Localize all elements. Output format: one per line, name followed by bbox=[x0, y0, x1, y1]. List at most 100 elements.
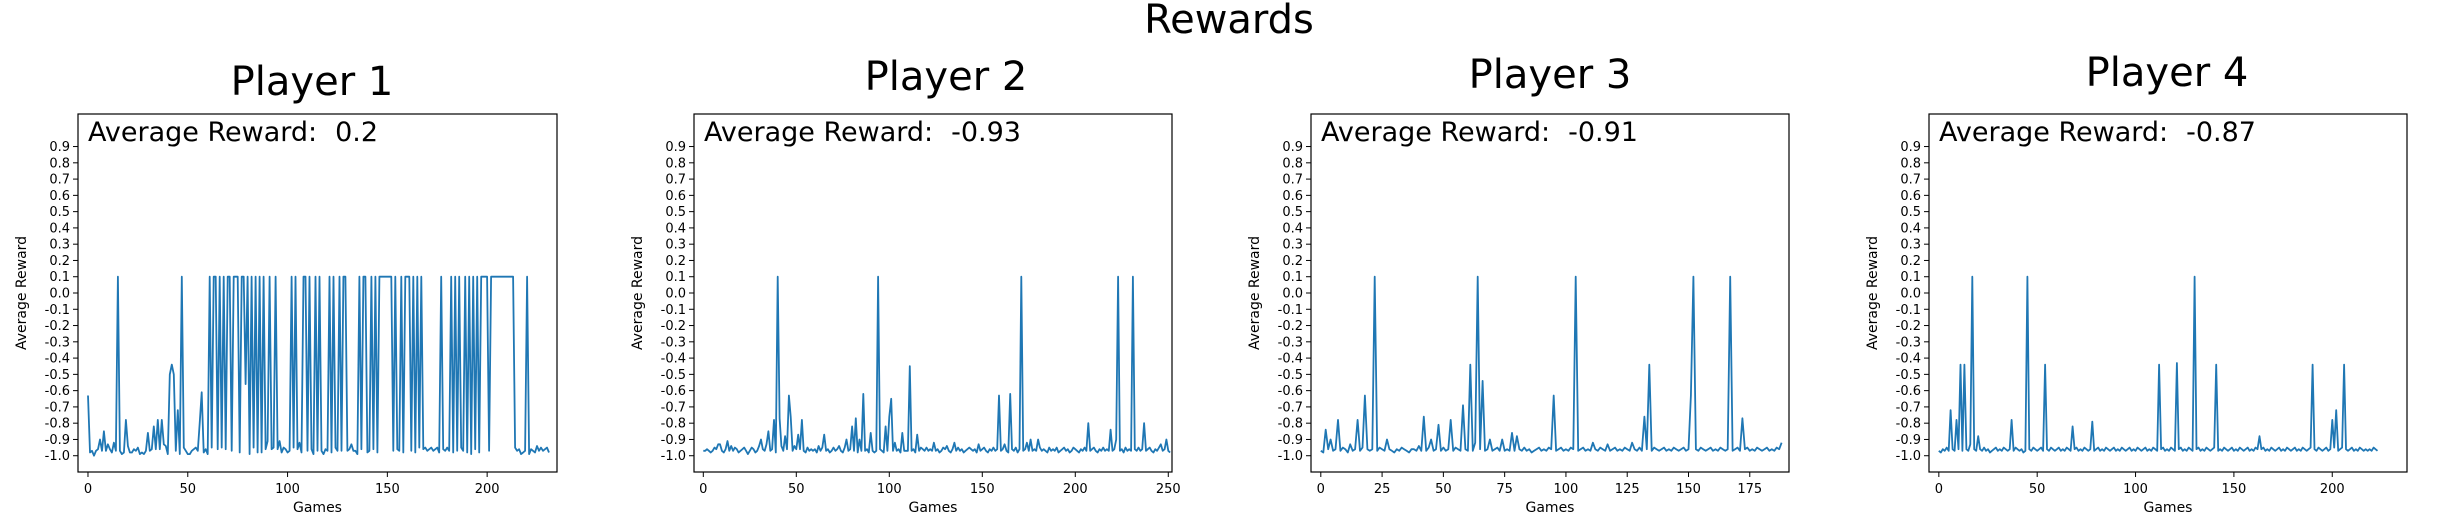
subplot-title: Player 2 bbox=[865, 54, 1028, 100]
average-reward-annotation: Average Reward: -0.93 bbox=[704, 117, 1021, 148]
average-reward-label: Average Reward: bbox=[704, 117, 933, 148]
y-tick-label: -0.3 bbox=[661, 335, 686, 350]
y-tick-label: 0.8 bbox=[665, 156, 686, 171]
y-tick-label: 0.1 bbox=[49, 270, 70, 285]
y-tick-label: -1.0 bbox=[45, 449, 70, 464]
y-tick-label: -0.4 bbox=[661, 352, 686, 367]
y-tick-label: -0.5 bbox=[1896, 368, 1921, 383]
y-tick-label: 0.2 bbox=[665, 254, 686, 269]
y-tick-label: -0.1 bbox=[1896, 303, 1921, 318]
y-tick-label: 0.7 bbox=[1282, 173, 1303, 188]
y-tick-label: -0.9 bbox=[45, 433, 70, 448]
y-tick-label: -0.8 bbox=[661, 417, 686, 432]
x-tick-label: 125 bbox=[1615, 482, 1640, 497]
average-reward-annotation: Average Reward: 0.2 bbox=[88, 117, 378, 148]
axes-frame bbox=[693, 113, 1173, 473]
y-tick-label: -0.7 bbox=[1896, 400, 1921, 415]
average-reward-label: Average Reward: bbox=[1939, 117, 2168, 148]
x-tick-label: 100 bbox=[2123, 482, 2148, 497]
y-tick-label: -0.7 bbox=[1278, 400, 1303, 415]
y-tick-label: -0.8 bbox=[1278, 417, 1303, 432]
y-tick-label: -0.6 bbox=[1896, 384, 1921, 399]
x-tick-label: 50 bbox=[788, 482, 805, 497]
subplot-player-3: Player 3 -1.0-0.9-0.8 -0.7-0.6-0.5-0.4 -0.3… bbox=[1247, 52, 1790, 516]
y-tick-label: 0.2 bbox=[1282, 254, 1303, 269]
y-tick-label: 0.3 bbox=[49, 238, 70, 253]
y-tick-label: 0.1 bbox=[1900, 270, 1921, 285]
x-tick-label: 0 bbox=[84, 482, 92, 497]
x-tick-label: 250 bbox=[1156, 482, 1181, 497]
y-tick-label: 0.0 bbox=[1282, 287, 1303, 302]
y-tick-label: 0.3 bbox=[1282, 238, 1303, 253]
y-tick-label: 0.9 bbox=[665, 140, 686, 155]
x-axis-label: Games bbox=[293, 500, 342, 516]
y-tick-label: 0.6 bbox=[49, 189, 70, 204]
y-tick-label: -0.9 bbox=[661, 433, 686, 448]
x-tick-label: 100 bbox=[275, 482, 300, 497]
subplot-title: Player 4 bbox=[2086, 50, 2249, 96]
x-tick-label: 150 bbox=[375, 482, 400, 497]
series-line bbox=[1938, 275, 2379, 454]
y-tick-label: 0.5 bbox=[665, 205, 686, 220]
y-axis-label: Average Reward bbox=[630, 236, 646, 350]
y-tick-label: 0.4 bbox=[1282, 221, 1303, 236]
subplot-grid: Player 1-1.0-0.9-0.8-0.7-0.6-0.5-0.4-0.3… bbox=[14, 50, 2408, 516]
y-tick-label: 0.8 bbox=[49, 156, 70, 171]
y-tick-label: 0.6 bbox=[1282, 189, 1303, 204]
subplot-player-4: Player 4 -1.0-0.9-0.8 -0.7-0.6-0.5-0.4 -0.3… bbox=[1865, 50, 2408, 516]
x-tick-label: 150 bbox=[970, 482, 995, 497]
y-tick-label: 0.9 bbox=[1900, 140, 1921, 155]
x-tick-label: 200 bbox=[475, 482, 500, 497]
subplot-title: Player 3 bbox=[1469, 52, 1632, 98]
y-tick-label: 0.2 bbox=[1900, 254, 1921, 269]
x-tick-label: 0 bbox=[1317, 482, 1325, 497]
x-tick-label: 200 bbox=[1063, 482, 1088, 497]
average-reward-value: -0.87 bbox=[2186, 117, 2256, 148]
y-tick-label: -0.9 bbox=[1896, 433, 1921, 448]
y-tick-label: -0.7 bbox=[45, 400, 70, 415]
y-axis-label: Average Reward bbox=[1247, 236, 1263, 350]
average-reward-value: -0.91 bbox=[1568, 117, 1638, 148]
y-tick-label: 0.5 bbox=[1282, 205, 1303, 220]
y-tick-label: -0.8 bbox=[45, 417, 70, 432]
x-tick-label: 50 bbox=[2029, 482, 2046, 497]
x-tick-label: 50 bbox=[1435, 482, 1452, 497]
y-tick-label: 0.1 bbox=[665, 270, 686, 285]
x-axis-label: Games bbox=[909, 500, 958, 516]
y-tick-label: -0.6 bbox=[661, 384, 686, 399]
x-tick-label: 200 bbox=[2320, 482, 2345, 497]
x-axis-label: Games bbox=[1526, 500, 1575, 516]
average-reward-annotation: Average Reward: -0.91 bbox=[1321, 117, 1638, 148]
y-tick-label: -0.4 bbox=[1278, 352, 1303, 367]
x-tick-label: 0 bbox=[699, 482, 707, 497]
y-tick-label: 0.0 bbox=[665, 287, 686, 302]
subplot-player-1: Player 1 -1.0-0.9-0.8 -0.7-0.6-0.5-0.4 -0.3… bbox=[14, 59, 558, 516]
y-tick-label: 0.8 bbox=[1900, 156, 1921, 171]
y-tick-label: 0.4 bbox=[665, 221, 686, 236]
y-tick-label: -0.4 bbox=[45, 352, 70, 367]
y-tick-label: -0.5 bbox=[1278, 368, 1303, 383]
y-tick-label: -1.0 bbox=[661, 449, 686, 464]
y-tick-label: -0.3 bbox=[1278, 335, 1303, 350]
y-tick-label: 0.9 bbox=[49, 140, 70, 155]
y-tick-label: 0.7 bbox=[49, 173, 70, 188]
series-line bbox=[1320, 275, 1783, 454]
y-tick-label: -0.6 bbox=[1278, 384, 1303, 399]
y-tick-label: -0.1 bbox=[45, 303, 70, 318]
y-tick-label: 0.3 bbox=[1900, 238, 1921, 253]
y-tick-label: -0.2 bbox=[1278, 319, 1303, 334]
y-tick-label: -0.2 bbox=[1896, 319, 1921, 334]
x-tick-label: 150 bbox=[2221, 482, 2246, 497]
average-reward-label: Average Reward: bbox=[1321, 117, 1550, 148]
average-reward-value: -0.93 bbox=[951, 117, 1021, 148]
y-tick-label: -0.5 bbox=[661, 368, 686, 383]
y-tick-label: 0.7 bbox=[1900, 173, 1921, 188]
x-axis-label: Games bbox=[2144, 500, 2193, 516]
y-tick-label: 0.8 bbox=[1282, 156, 1303, 171]
series-line bbox=[703, 275, 1171, 456]
y-tick-label: 0.7 bbox=[665, 173, 686, 188]
y-tick-label: -0.1 bbox=[1278, 303, 1303, 318]
y-tick-label: -0.9 bbox=[1278, 433, 1303, 448]
y-axis-label: Average Reward bbox=[1865, 236, 1881, 350]
y-tick-label: -0.2 bbox=[661, 319, 686, 334]
